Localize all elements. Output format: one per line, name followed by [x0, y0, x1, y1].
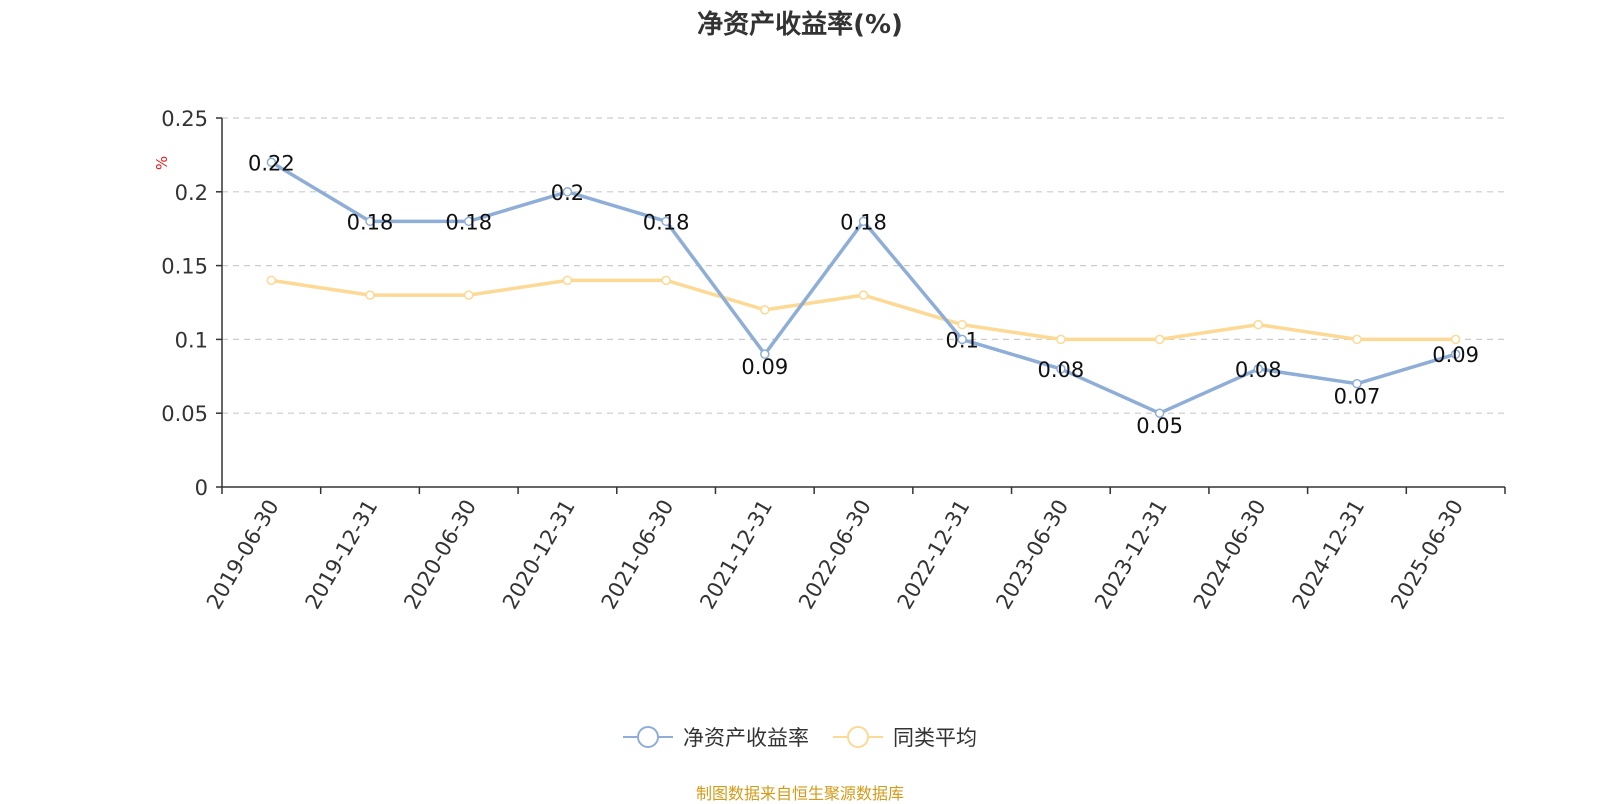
x-tick-label: 2024-06-30 [1189, 496, 1271, 614]
y-tick-label: 0 [195, 476, 208, 500]
legend-label-roe: 净资产收益率 [683, 726, 809, 750]
data-label: 0.08 [1235, 358, 1282, 382]
legend-label-peer-average: 同类平均 [893, 726, 977, 750]
y-tick-label: 0.25 [161, 107, 208, 131]
x-tick-label: 2022-12-31 [893, 496, 975, 614]
x-tick-label: 2021-06-30 [597, 496, 679, 614]
data-point [957, 319, 967, 330]
legend-item-roe[interactable]: 净资产收益率 [623, 722, 809, 752]
data-label: 0.08 [1038, 358, 1085, 382]
x-tick-label: 2022-06-30 [794, 496, 876, 614]
data-point [661, 216, 671, 227]
data-label: 0.07 [1334, 385, 1381, 409]
y-tick-label: 0.15 [161, 255, 208, 279]
series [266, 157, 1461, 418]
data-point [1253, 319, 1264, 330]
data-point [858, 290, 869, 300]
data-point [1056, 334, 1066, 345]
data-point [1450, 349, 1461, 359]
legend: 净资产收益率 同类平均 [0, 722, 1600, 752]
data-labels: 0.22 0.18 0.18 0.2 0.18 0.09 0.18 0.1 0.08 0.05 0.… [248, 151, 1479, 438]
y-tick-label: 0.05 [161, 402, 208, 426]
y-tick-label: 0.1 [175, 328, 208, 352]
source-note: 制图数据来自恒生聚源数据库 [695, 784, 904, 803]
x-tick-label: 2020-12-31 [498, 496, 580, 614]
data-point [1352, 378, 1362, 389]
data-point [957, 334, 967, 345]
data-label: 0.18 [840, 210, 887, 234]
legend-item-peer-average[interactable]: 同类平均 [833, 722, 977, 752]
data-label: 0.18 [347, 210, 394, 234]
data-point [1056, 364, 1066, 374]
data-point [661, 275, 671, 286]
data-label: 0.22 [248, 151, 295, 175]
data-point [1450, 334, 1461, 345]
data-label: 0.18 [643, 210, 690, 234]
y-tick-label: 0.2 [175, 181, 208, 205]
data-label: 0.1 [945, 328, 978, 352]
data-point [1154, 334, 1165, 345]
series-line-1 [269, 278, 1458, 342]
x-tick-label: 2023-06-30 [991, 496, 1073, 614]
data-point [365, 216, 375, 227]
x-tick-label: 2024-12-31 [1287, 496, 1369, 614]
data-point [266, 157, 277, 168]
data-point [1253, 364, 1264, 374]
data-point [1352, 334, 1362, 345]
data-point [266, 275, 277, 286]
legend-marker-peer-average [833, 726, 883, 748]
data-point [760, 305, 770, 315]
x-tick-label: 2020-06-30 [399, 496, 481, 614]
legend-marker-roe [623, 726, 673, 748]
data-label: 0.2 [551, 181, 584, 205]
data-point [463, 290, 474, 300]
data-point [562, 187, 573, 197]
data-label: 0.05 [1136, 414, 1183, 438]
data-point [562, 275, 573, 286]
data-label: 0.09 [1432, 343, 1479, 367]
data-label: 0.09 [741, 355, 788, 379]
x-tick-label: 2019-12-31 [301, 496, 383, 614]
data-point [858, 216, 869, 227]
x-tick-label: 2023-12-31 [1090, 496, 1172, 614]
data-point [365, 290, 375, 300]
data-point [760, 349, 770, 359]
grid-lines [222, 117, 1505, 414]
data-label: 0.18 [445, 210, 492, 234]
x-tick-label: 2025-06-30 [1386, 496, 1468, 614]
x-tick-label: 2021-12-31 [695, 496, 777, 614]
data-point [463, 216, 474, 227]
data-point [1154, 408, 1165, 418]
chart-title: 净资产收益率(%) [697, 10, 903, 40]
x-tick-label: 2019-06-30 [202, 496, 284, 614]
y-axis-unit-label: % [153, 156, 171, 170]
